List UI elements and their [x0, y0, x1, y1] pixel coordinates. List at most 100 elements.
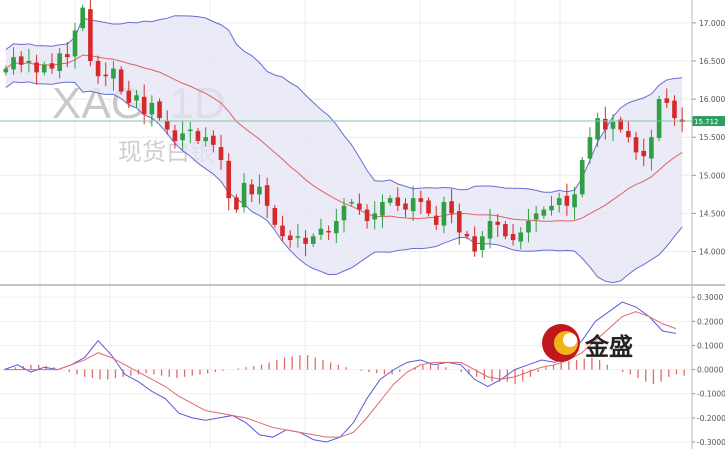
candle-body: [664, 98, 670, 103]
bollinger-bands: [5, 15, 683, 284]
candle-body: [533, 213, 539, 220]
candle-body: [118, 69, 124, 92]
macd-tick-label: 0.2000: [697, 317, 723, 326]
candle-body: [587, 137, 593, 159]
macd-tick-label: 0.1000: [697, 341, 723, 350]
candle-body: [318, 228, 324, 235]
macd-tick-label: -0.2000: [697, 414, 725, 423]
band-upper: [5, 15, 683, 193]
last-price-label: 15.712: [694, 118, 719, 126]
candle-body: [464, 233, 470, 237]
candle-body: [456, 211, 462, 233]
candle-body: [472, 236, 477, 252]
candle-body: [257, 186, 262, 195]
price-tick-label: 14.500: [699, 209, 725, 218]
candle-body: [518, 232, 524, 242]
candle-body: [480, 236, 485, 250]
candle-body: [334, 221, 339, 234]
candle-body: [49, 63, 55, 69]
candle-body: [595, 118, 600, 140]
candle-body: [349, 201, 354, 204]
candle-body: [403, 203, 408, 210]
candle-body: [549, 205, 554, 211]
candle-body: [656, 99, 662, 138]
candle-body: [218, 147, 224, 161]
candle-body: [295, 236, 301, 238]
candle-body: [449, 201, 454, 214]
candle-body: [241, 182, 247, 208]
candle-body: [272, 208, 278, 225]
candle-body: [57, 53, 62, 71]
candle-body: [364, 209, 370, 222]
candle-body: [649, 137, 654, 159]
macd-tick-label: 0.0000: [697, 366, 723, 375]
band-lower: [5, 81, 683, 284]
candle-body: [395, 197, 401, 206]
candle-body: [234, 197, 239, 210]
candle-body: [418, 198, 424, 202]
candle-body: [641, 150, 647, 157]
candle-body: [303, 237, 308, 244]
candle-body: [633, 137, 639, 153]
candle-body: [579, 160, 585, 195]
candle-body: [572, 194, 577, 208]
candle-body: [341, 205, 347, 221]
candle-body: [357, 203, 362, 210]
candle-body: [410, 198, 416, 212]
candle-body: [387, 198, 393, 203]
macd-line: [3, 301, 677, 443]
last-price-tag: [692, 116, 725, 127]
candle-body: [180, 133, 185, 141]
candle-body: [149, 102, 155, 115]
candle-body: [203, 137, 208, 141]
candle-body: [103, 74, 109, 77]
candle-body: [380, 201, 385, 216]
candle-body: [610, 121, 616, 129]
candle-body: [95, 60, 101, 77]
macd-tick-label: -0.1000: [697, 390, 725, 399]
candle-body: [126, 90, 132, 103]
candle-body: [141, 96, 147, 115]
candle-body: [372, 213, 378, 220]
price-tick-label: 14.000: [699, 248, 725, 257]
macd-tick-label: 0.3000: [697, 293, 723, 302]
candle-body: [134, 95, 139, 101]
candle-body: [88, 9, 93, 61]
candle-body: [541, 209, 547, 216]
price-tick-label: 17.000: [699, 19, 725, 28]
macd-panel: [3, 301, 685, 443]
candle-body: [426, 200, 431, 214]
candle-body: [26, 60, 32, 63]
band-fill: [5, 15, 683, 283]
candle-body: [11, 57, 16, 70]
candle-body: [226, 160, 232, 199]
candle-body: [287, 235, 293, 241]
logo-text: 金盛: [584, 333, 633, 361]
price-axis: 14.000 14.500 15.000 15.500 16.000 16.500 17.0…: [691, 0, 725, 449]
candle-body: [157, 101, 162, 119]
candle-body: [211, 135, 216, 145]
price-tick-label: 16.500: [699, 57, 725, 66]
candle-body: [264, 185, 270, 206]
macd-tick-label: -0.3000: [697, 438, 725, 447]
price-tick-label: 15.500: [699, 133, 725, 142]
candle-body: [172, 130, 178, 141]
candle-body: [18, 56, 24, 65]
candle-body: [564, 195, 570, 206]
candle-body: [111, 68, 116, 79]
candle-body: [602, 118, 608, 130]
candle-body: [510, 233, 516, 241]
candle-body: [195, 131, 201, 141]
candle-body: [280, 225, 285, 237]
candle-body: [526, 221, 531, 233]
candle-body: [503, 224, 508, 237]
logo: 金盛: [542, 324, 633, 362]
candle-body: [433, 215, 439, 225]
candle-body: [326, 230, 331, 233]
candle-body: [672, 100, 677, 119]
candle-body: [441, 201, 447, 226]
candle-body: [495, 221, 501, 225]
